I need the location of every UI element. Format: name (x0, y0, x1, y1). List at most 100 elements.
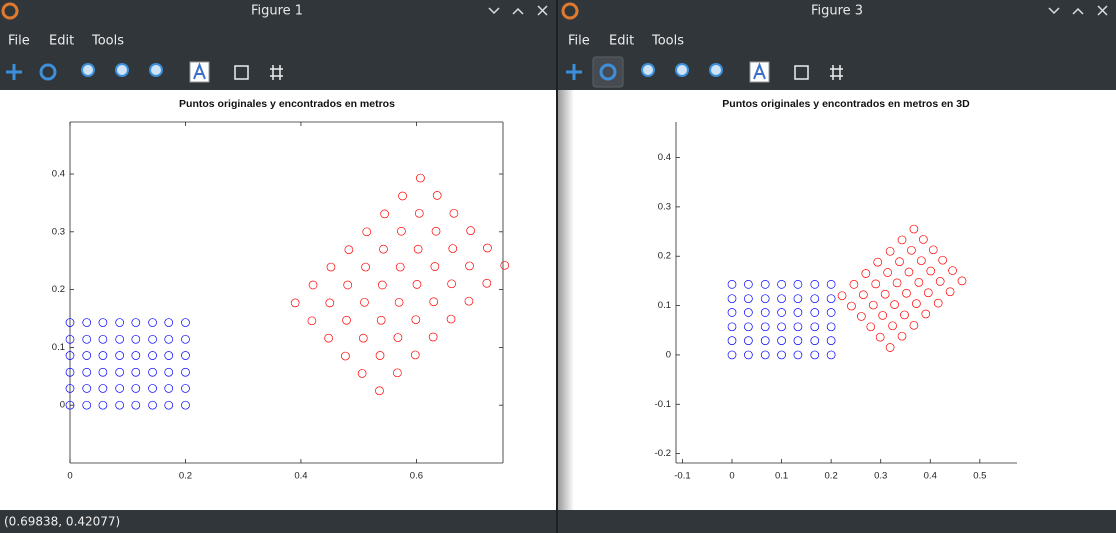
title-bar (558, 0, 1116, 22)
point (131, 400, 141, 410)
point (394, 297, 404, 307)
point (727, 322, 737, 332)
menu-item[interactable]: File (8, 34, 30, 49)
point (826, 322, 836, 332)
point (926, 266, 936, 276)
point (65, 367, 75, 377)
point (935, 277, 945, 286)
maximize-button[interactable] (1072, 7, 1084, 15)
point (810, 336, 820, 345)
point (115, 400, 125, 410)
x-tick-label: 0.3 (874, 471, 887, 482)
point (181, 367, 190, 377)
point (837, 291, 847, 301)
point (428, 332, 438, 342)
point (377, 280, 387, 290)
menu-toolbar-bg (0, 22, 556, 90)
x-tick-label: -0.1 (674, 471, 690, 482)
close-button[interactable] (537, 5, 548, 16)
x-tick-label: 0.5 (973, 471, 986, 482)
point (909, 320, 919, 330)
close-button[interactable] (1097, 5, 1108, 16)
pan-tool[interactable] (566, 64, 582, 80)
pan-tool[interactable] (6, 64, 22, 80)
point (866, 322, 876, 332)
menu-item[interactable]: Edit (609, 34, 634, 49)
menu-item[interactable]: Edit (49, 34, 74, 49)
point (115, 367, 125, 377)
status-bar (0, 510, 556, 533)
point (82, 334, 92, 344)
point (897, 331, 907, 341)
y-tick-label: 0 (60, 400, 65, 411)
point (810, 294, 820, 304)
y-tick-label: -0.1 (655, 399, 671, 410)
point (307, 316, 317, 326)
point (360, 297, 369, 307)
point (326, 262, 336, 272)
point (744, 294, 753, 304)
x-tick-label: 0.4 (924, 471, 937, 482)
x-tick-label: 0.1 (775, 471, 788, 482)
status-bar (558, 510, 1116, 533)
box-toggle[interactable] (234, 65, 249, 80)
point (727, 336, 737, 345)
point (82, 400, 92, 410)
point (907, 245, 916, 255)
text-tool-glyph (193, 62, 206, 80)
minimize-button[interactable] (488, 7, 500, 15)
point (793, 336, 803, 345)
point (82, 384, 92, 393)
rotate-tool[interactable] (599, 63, 617, 81)
menu-item[interactable]: File (568, 34, 590, 49)
point (909, 224, 919, 234)
point (181, 351, 190, 360)
point (857, 312, 866, 321)
zoom-out-tool[interactable] (115, 63, 129, 77)
rotate-tool[interactable] (39, 63, 57, 81)
point (465, 261, 474, 271)
grid-toggle[interactable] (830, 65, 843, 80)
point (357, 369, 367, 378)
point (900, 310, 909, 320)
minimize-button[interactable] (1048, 7, 1060, 15)
x-tick-label: 0.2 (179, 471, 192, 482)
point (957, 276, 967, 286)
point (324, 333, 333, 343)
zoom-auto-tool[interactable] (149, 63, 163, 77)
menu-item[interactable]: Tools (651, 34, 684, 49)
point (873, 257, 883, 267)
point (727, 294, 737, 304)
rotate-tool-active[interactable] (592, 56, 624, 88)
point (181, 384, 190, 393)
point (482, 278, 492, 288)
title-bar (0, 0, 556, 22)
point (847, 301, 856, 311)
point (923, 288, 933, 298)
box-toggle[interactable] (794, 65, 809, 80)
point (914, 278, 924, 287)
point (380, 209, 389, 219)
point (148, 384, 157, 393)
point (793, 308, 803, 317)
point (902, 288, 911, 298)
maximize-button[interactable] (512, 7, 524, 15)
y-tick-label: 0.2 (658, 251, 671, 262)
point (164, 367, 174, 377)
menu-item[interactable]: Tools (91, 34, 124, 49)
point (82, 351, 92, 360)
zoom-auto-tool[interactable] (709, 63, 723, 77)
point (912, 299, 921, 308)
zoom-in-tool[interactable] (81, 63, 95, 77)
point (416, 173, 425, 183)
point (892, 278, 902, 288)
point (826, 294, 836, 304)
zoom-in-tool[interactable] (641, 63, 655, 77)
chart-title: Puntos originales y encontrados en metro… (179, 98, 395, 110)
zoom-out-tool[interactable] (675, 63, 689, 77)
point (793, 294, 803, 304)
grid-toggle[interactable] (270, 65, 283, 80)
point (393, 333, 403, 342)
point (98, 384, 108, 393)
point (849, 280, 859, 289)
